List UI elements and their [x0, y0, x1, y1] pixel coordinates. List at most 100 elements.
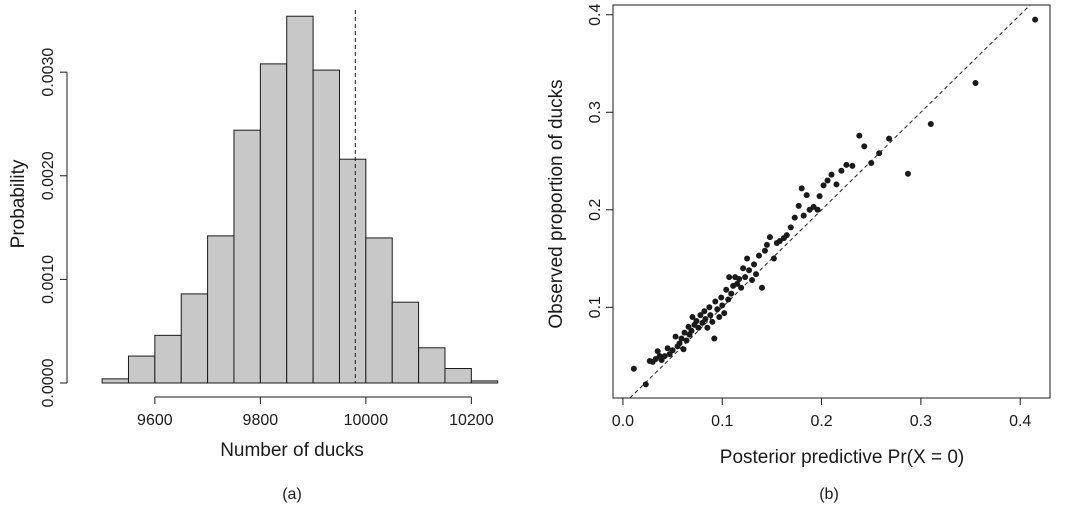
scatter-point-11 [669, 347, 676, 354]
scatter-point-75 [814, 206, 821, 213]
panel-label: (a) [282, 486, 302, 503]
x-tick-label-3: 0.3 [910, 413, 932, 430]
scatter-point-67 [787, 224, 794, 231]
scatter-point-70 [798, 185, 805, 192]
y-axis-label: Probability [8, 159, 29, 248]
scatter-point-48 [736, 276, 743, 283]
plot-frame [612, 4, 1051, 399]
histogram-bar-4 [207, 235, 235, 384]
scatter-point-52 [744, 255, 751, 262]
scatter-point-76 [816, 193, 823, 200]
scatter-point-66 [783, 232, 790, 239]
scatter-point-33 [709, 318, 716, 325]
y-tick-label-1: 0.0010 [40, 255, 57, 304]
scatter-point-40 [721, 310, 728, 317]
scatter-point-81 [838, 167, 845, 174]
scatter-point-16 [680, 346, 687, 353]
scatter-point-69 [795, 202, 802, 209]
histogram-bar-11 [391, 301, 420, 384]
scatter-point-12 [672, 333, 679, 340]
histogram-bar-5 [233, 129, 261, 384]
scatter-point-84 [856, 132, 863, 139]
y-tick-label-3: 0.0030 [40, 48, 57, 97]
histogram-bar-6 [259, 63, 288, 384]
scatter-point-59 [761, 247, 768, 254]
scatter-point-54 [749, 277, 756, 284]
scatter-point-77 [820, 182, 827, 189]
scatter-point-17 [681, 329, 688, 336]
scatter-point-26 [697, 312, 704, 319]
scatter-point-42 [725, 296, 732, 303]
scatter-point-92 [1032, 16, 1039, 23]
scatter-point-58 [758, 284, 765, 291]
scatter-point-72 [803, 192, 810, 199]
scatter-point-61 [766, 234, 773, 241]
scatter-point-18 [683, 337, 690, 344]
histogram-bar-14 [470, 380, 499, 384]
y-tick-label-2: 0.3 [587, 101, 604, 123]
scatter-point-36 [714, 306, 721, 313]
scatter-point-39 [719, 302, 726, 309]
scatter-point-31 [706, 304, 713, 311]
histogram-bar-9 [338, 158, 367, 384]
x-tick-label-3: 10200 [449, 412, 494, 429]
scatter-point-62 [770, 255, 777, 262]
y-tick-label-3: 0.4 [587, 4, 604, 26]
scatter-point-49 [738, 284, 745, 291]
histogram-bar-13 [444, 367, 472, 384]
x-tick-label-4: 0.4 [1009, 413, 1031, 430]
scatter-point-34 [711, 335, 718, 342]
scatter-point-85 [861, 143, 868, 150]
scatter-point-43 [726, 274, 733, 281]
scatter-point-21 [688, 327, 695, 334]
scatter-point-56 [753, 271, 760, 278]
scatter-point-41 [723, 286, 730, 293]
y-tick-label-1: 0.2 [587, 199, 604, 221]
scatter-point-15 [678, 335, 685, 342]
scatter-point-71 [800, 212, 807, 219]
scatter-point-47 [734, 280, 741, 287]
y-axis-label: Observed proportion of ducks [546, 79, 567, 328]
scatter-point-79 [828, 171, 835, 178]
histogram-axes: 9600 9800 10000 10200 0.0000 0.0010 0.0020 0.00… [40, 48, 494, 429]
scatter-point-50 [740, 265, 747, 272]
histogram-bar-1 [127, 355, 156, 384]
scatter-point-88 [886, 135, 893, 142]
identity-dashed-line [629, 4, 1031, 399]
scatter-point-1 [642, 381, 649, 388]
scatter-point-28 [701, 308, 708, 315]
scatter-point-87 [876, 150, 883, 157]
scatter-point-30 [704, 324, 711, 331]
scatter-point-57 [755, 252, 762, 259]
histogram-bar-2 [154, 334, 182, 384]
scatter-points [630, 16, 1039, 388]
x-tick-label-0: 0.0 [612, 413, 634, 430]
scatter-point-53 [746, 267, 753, 274]
histogram-bars [101, 15, 499, 384]
y-tick-label-0: 0.1 [587, 296, 604, 318]
scatter-point-89 [904, 170, 911, 177]
x-tick-label-0: 9600 [137, 412, 173, 429]
scatter-point-25 [695, 324, 702, 331]
scatter-point-51 [742, 274, 749, 281]
scatter-point-38 [718, 294, 725, 301]
x-tick-label-1: 9800 [243, 412, 279, 429]
scatter-point-0 [630, 365, 637, 372]
scatter-point-68 [791, 214, 798, 221]
scatter-point-55 [751, 261, 758, 268]
scatter-point-82 [843, 161, 850, 168]
histogram-bar-0 [101, 378, 129, 384]
scatter-axes: 0.0 0.1 0.2 0.3 0.4 0.1 0.2 0.3 0.4 [587, 4, 1051, 430]
scatter-point-32 [707, 312, 714, 319]
x-axis-label: Number of ducks [220, 440, 364, 461]
scatter-point-37 [716, 314, 723, 321]
scatter-point-9 [664, 345, 671, 352]
x-tick-label-2: 10000 [344, 412, 389, 429]
histogram-panel: 9600 9800 10000 10200 0.0000 0.0010 0.0020 0.00… [8, 10, 499, 503]
scatter-point-24 [693, 317, 700, 324]
histogram-bar-8 [312, 69, 340, 384]
scatter-point-80 [833, 181, 840, 188]
x-tick-label-1: 0.1 [711, 413, 733, 430]
scatter-point-60 [763, 241, 770, 248]
